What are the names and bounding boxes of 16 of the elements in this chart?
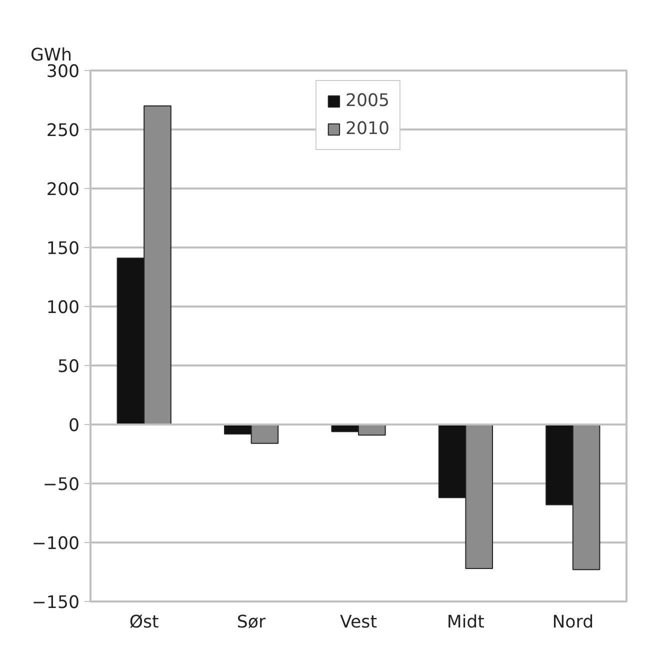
- x-tick-label: Midt: [446, 612, 485, 632]
- y-tick-label: −100: [32, 534, 80, 554]
- y-tick-label: 150: [46, 239, 80, 259]
- y-tick-label: 200: [46, 180, 80, 200]
- y-tick-label: 0: [68, 416, 80, 436]
- x-tick-label: Øst: [129, 612, 160, 632]
- legend-label: 2010: [345, 119, 390, 139]
- y-tick-label: 250: [46, 121, 80, 141]
- x-tick-label: Nord: [552, 612, 594, 632]
- y-tick-label: −50: [42, 475, 80, 495]
- x-tick-label: Sør: [236, 612, 267, 632]
- y-tick-label: −150: [32, 593, 80, 613]
- legend-label: 2005: [345, 91, 390, 111]
- x-tick-label: Vest: [340, 612, 378, 632]
- y-tick-label: 100: [46, 298, 80, 318]
- y-tick-label: 50: [57, 357, 80, 377]
